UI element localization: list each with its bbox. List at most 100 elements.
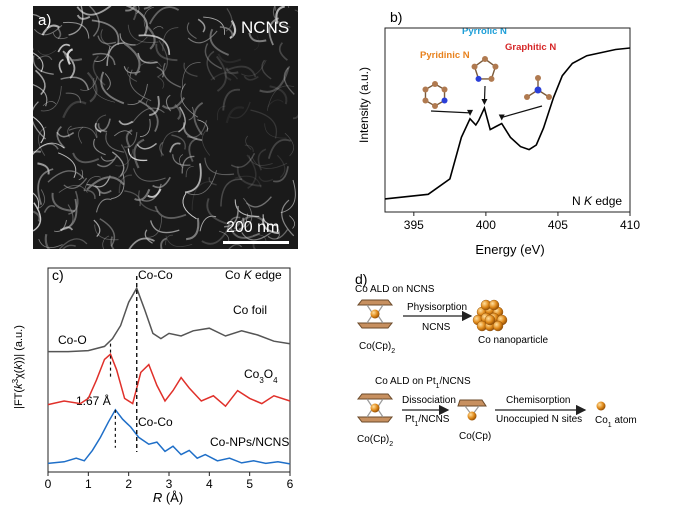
sem-fiber [193, 102, 204, 136]
sem-fiber [138, 190, 159, 213]
x-tick-label-b: 410 [620, 218, 640, 232]
sem-fiber [224, 205, 239, 228]
co-k-edge-label: Co K edge [225, 268, 282, 282]
sem-fiber [226, 216, 241, 231]
structure-label: Pyrrolic N [462, 26, 507, 37]
sem-fiber [38, 238, 63, 249]
sem-fiber [86, 183, 101, 196]
xlabel-c: R (Å) [153, 490, 183, 505]
sem-fiber [269, 85, 288, 105]
sem-fiber [111, 151, 125, 177]
row1-process-bottom: NCNS [422, 322, 451, 333]
series-line-c [48, 286, 291, 353]
sem-fiber [138, 34, 171, 55]
sem-fiber [236, 166, 262, 187]
sem-fiber [171, 134, 186, 150]
sem-fiber [88, 6, 100, 37]
sem-fiber [183, 122, 203, 142]
sem-fiber [146, 100, 152, 111]
sem-fiber [162, 27, 179, 52]
sem-fiber [153, 26, 164, 30]
svg-text:Co K edge: Co K edge [225, 268, 282, 282]
sem-fiber [124, 132, 138, 148]
ylabel-b: Intensity (a.u.) [357, 67, 371, 143]
sem-fiber [258, 176, 274, 182]
structure-label: Graphitic N [505, 42, 556, 53]
sem-fiber [243, 75, 259, 81]
sem-fiber [113, 130, 132, 137]
sem-fiber [283, 66, 295, 95]
sem-fiber [197, 18, 206, 33]
n-k-edge-label: N K edge [572, 194, 622, 208]
series-label-c: Co foil [233, 303, 267, 317]
sem-fiber [100, 29, 114, 49]
sem-fiber [118, 120, 134, 126]
co-atom-sphere [488, 299, 500, 311]
sem-fiber [58, 238, 88, 249]
ring-atom [475, 75, 482, 82]
sem-fiber [161, 96, 186, 110]
sem-fiber [275, 225, 281, 240]
cocp2-molecule-icon [356, 299, 394, 329]
sem-fiber [228, 243, 243, 249]
sem-fiber [144, 229, 153, 244]
sem-fiber [220, 178, 243, 207]
annot-coco-top: Co-Co [138, 268, 173, 282]
sem-fiber [104, 73, 111, 91]
pointer-arrow [501, 105, 543, 119]
row2-intermediate: Co(Cp) [459, 431, 491, 442]
sem-fiber [224, 70, 232, 81]
x-tick-label-c: 1 [85, 477, 92, 491]
series-line-c [47, 408, 291, 465]
sem-fiber [35, 69, 46, 96]
sem-fiber [157, 76, 165, 89]
sem-fiber [156, 66, 165, 78]
sem-fiber [33, 101, 46, 140]
sem-fiber [230, 152, 256, 168]
sem-fiber [172, 154, 191, 166]
sem-fiber [199, 215, 217, 232]
sem-fiber [234, 199, 260, 217]
sem-fiber [33, 52, 44, 73]
sem-fiber [138, 99, 159, 132]
sem-fiber [139, 118, 151, 138]
sem-fiber [110, 236, 115, 249]
sem-fiber [257, 148, 267, 171]
annot-distance: 1.67 Å [76, 393, 111, 408]
sem-fiber [127, 148, 148, 162]
x-tick-label-b: 395 [404, 218, 424, 232]
x-tick-label-b: 405 [548, 218, 568, 232]
sem-fiber [57, 152, 77, 179]
sem-fiber [76, 6, 112, 16]
nitrogen-atom [534, 86, 542, 94]
sem-fiber [174, 103, 182, 121]
scale-bar [223, 241, 289, 244]
carbon-atom [492, 63, 499, 70]
ring-atom [432, 103, 438, 109]
sem-fiber [125, 6, 148, 36]
sem-fiber [97, 35, 117, 45]
sem-fiber [262, 214, 278, 227]
carbon-atom [422, 86, 429, 93]
sem-fiber [184, 163, 202, 194]
pointer-arrow [430, 110, 471, 114]
sem-fiber [33, 116, 45, 144]
ring [424, 83, 446, 107]
sem-fiber [292, 113, 298, 120]
spectrum-line-b [384, 47, 631, 200]
carbon-atom [441, 86, 448, 93]
sem-fiber [206, 198, 228, 225]
sem-fiber [33, 142, 65, 156]
sem-fiber [33, 210, 41, 222]
sem-fiber [128, 237, 155, 249]
sem-fiber [78, 169, 84, 181]
sem-fiber [157, 40, 168, 78]
sem-fiber [274, 6, 277, 11]
svg-text:N K edge: N K edge [572, 194, 622, 208]
sem-fiber [106, 42, 125, 66]
sem-fiber [132, 107, 165, 124]
sem-fiber [234, 175, 262, 188]
row1-reactant: Co(Cp)2 [359, 341, 395, 355]
plot-frame-b [384, 27, 631, 213]
sem-fiber [147, 188, 162, 198]
